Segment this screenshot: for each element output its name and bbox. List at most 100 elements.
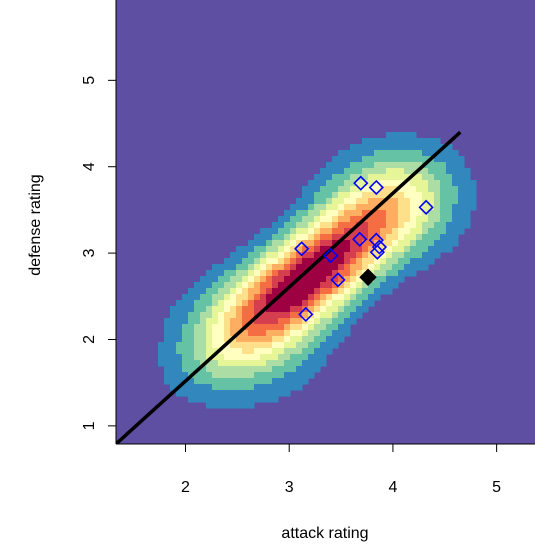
heatmap-cell — [296, 204, 303, 211]
heatmap-cell — [362, 162, 369, 169]
heatmap-cell — [314, 300, 321, 307]
heatmap-cell — [332, 318, 339, 325]
heatmap-cell — [182, 360, 189, 367]
heatmap-cell — [398, 252, 405, 259]
heatmap-cell — [350, 318, 357, 325]
heatmap-cell — [356, 228, 363, 235]
heatmap-cell — [260, 270, 267, 277]
heatmap-cell — [326, 228, 333, 235]
heatmap-cell — [332, 306, 339, 313]
heatmap-cell — [308, 258, 315, 265]
heatmap-cell — [218, 396, 225, 403]
heatmap-cell — [236, 390, 243, 397]
heatmap-cell — [278, 312, 285, 319]
heatmap-cell — [284, 216, 291, 223]
heatmap-cell — [332, 336, 339, 343]
heatmap-cell — [410, 138, 417, 145]
heatmap-cell — [422, 228, 429, 235]
heatmap-cell — [344, 210, 351, 217]
heatmap-cell — [254, 390, 261, 397]
heatmap-cell — [248, 360, 255, 367]
heatmap-cell — [308, 282, 315, 289]
heatmap-cell — [194, 294, 201, 301]
heatmap-cell — [206, 402, 213, 409]
heatmap-cell — [284, 342, 291, 349]
heatmap-cell — [224, 276, 231, 283]
heatmap-cell — [296, 210, 303, 217]
heatmap-cell — [362, 210, 369, 217]
heatmap-cell — [302, 330, 309, 337]
heatmap-cell — [188, 300, 195, 307]
heatmap-cell — [404, 132, 411, 139]
heatmap-cell — [332, 294, 339, 301]
heatmap-cell — [164, 354, 171, 361]
heatmap-cell — [200, 300, 207, 307]
heatmap-cell — [206, 372, 213, 379]
heatmap-cell — [212, 312, 219, 319]
heatmap-cell — [398, 210, 405, 217]
heatmap-cell — [296, 282, 303, 289]
heatmap-cell — [326, 222, 333, 229]
heatmap-cell — [242, 330, 249, 337]
heatmap-cell — [308, 306, 315, 313]
heatmap-cell — [272, 294, 279, 301]
heatmap-cell — [314, 342, 321, 349]
heatmap-cell — [434, 168, 441, 175]
heatmap-cell — [278, 354, 285, 361]
heatmap-cell — [218, 348, 225, 355]
heatmap-cell — [398, 234, 405, 241]
heatmap-cell — [182, 300, 189, 307]
heatmap-cell — [188, 330, 195, 337]
heatmap-cell — [320, 234, 327, 241]
heatmap-cell — [344, 258, 351, 265]
heatmap-cell — [332, 234, 339, 241]
heatmap-cell — [236, 306, 243, 313]
heatmap-cell — [260, 258, 267, 265]
heatmap-cell — [278, 222, 285, 229]
heatmap-cell — [338, 240, 345, 247]
heatmap-cell — [350, 246, 357, 253]
heatmap-cell — [314, 174, 321, 181]
heatmap-cell — [296, 336, 303, 343]
heatmap-cell — [194, 300, 201, 307]
heatmap-cell — [428, 180, 435, 187]
heatmap-cell — [464, 210, 471, 217]
heatmap-cell — [422, 264, 429, 271]
heatmap-cell — [236, 378, 243, 385]
heatmap-cell — [230, 402, 237, 409]
heatmap-cell — [314, 192, 321, 199]
y-tick-label: 4 — [81, 162, 98, 171]
heatmap-cell — [326, 174, 333, 181]
heatmap-cell — [404, 138, 411, 145]
heatmap-cell — [260, 342, 267, 349]
heatmap-cell — [428, 258, 435, 265]
heatmap-cell — [182, 354, 189, 361]
heatmap-cell — [296, 300, 303, 307]
heatmap-cell — [380, 138, 387, 145]
heatmap-cell — [428, 168, 435, 175]
heatmap-cell — [326, 318, 333, 325]
heatmap-cell — [374, 174, 381, 181]
heatmap-cell — [272, 396, 279, 403]
heatmap-cell — [386, 186, 393, 193]
heatmap-cell — [242, 342, 249, 349]
heatmap-cell — [290, 294, 297, 301]
heatmap-cell — [302, 378, 309, 385]
heatmap-cell — [230, 258, 237, 265]
heatmap-cell — [260, 228, 267, 235]
heatmap-cell — [278, 234, 285, 241]
heatmap-cell — [308, 228, 315, 235]
heatmap-cell — [272, 288, 279, 295]
heatmap-cell — [236, 396, 243, 403]
heatmap-cell — [224, 264, 231, 271]
heatmap-cell — [260, 360, 267, 367]
heatmap-cell — [158, 360, 165, 367]
heatmap-cell — [386, 144, 393, 151]
heatmap-cell — [200, 288, 207, 295]
heatmap-cell — [404, 222, 411, 229]
x-tick-label: 2 — [181, 479, 190, 496]
heatmap-cell — [242, 402, 249, 409]
heatmap-cell — [410, 246, 417, 253]
heatmap-cell — [302, 348, 309, 355]
heatmap-cell — [254, 300, 261, 307]
